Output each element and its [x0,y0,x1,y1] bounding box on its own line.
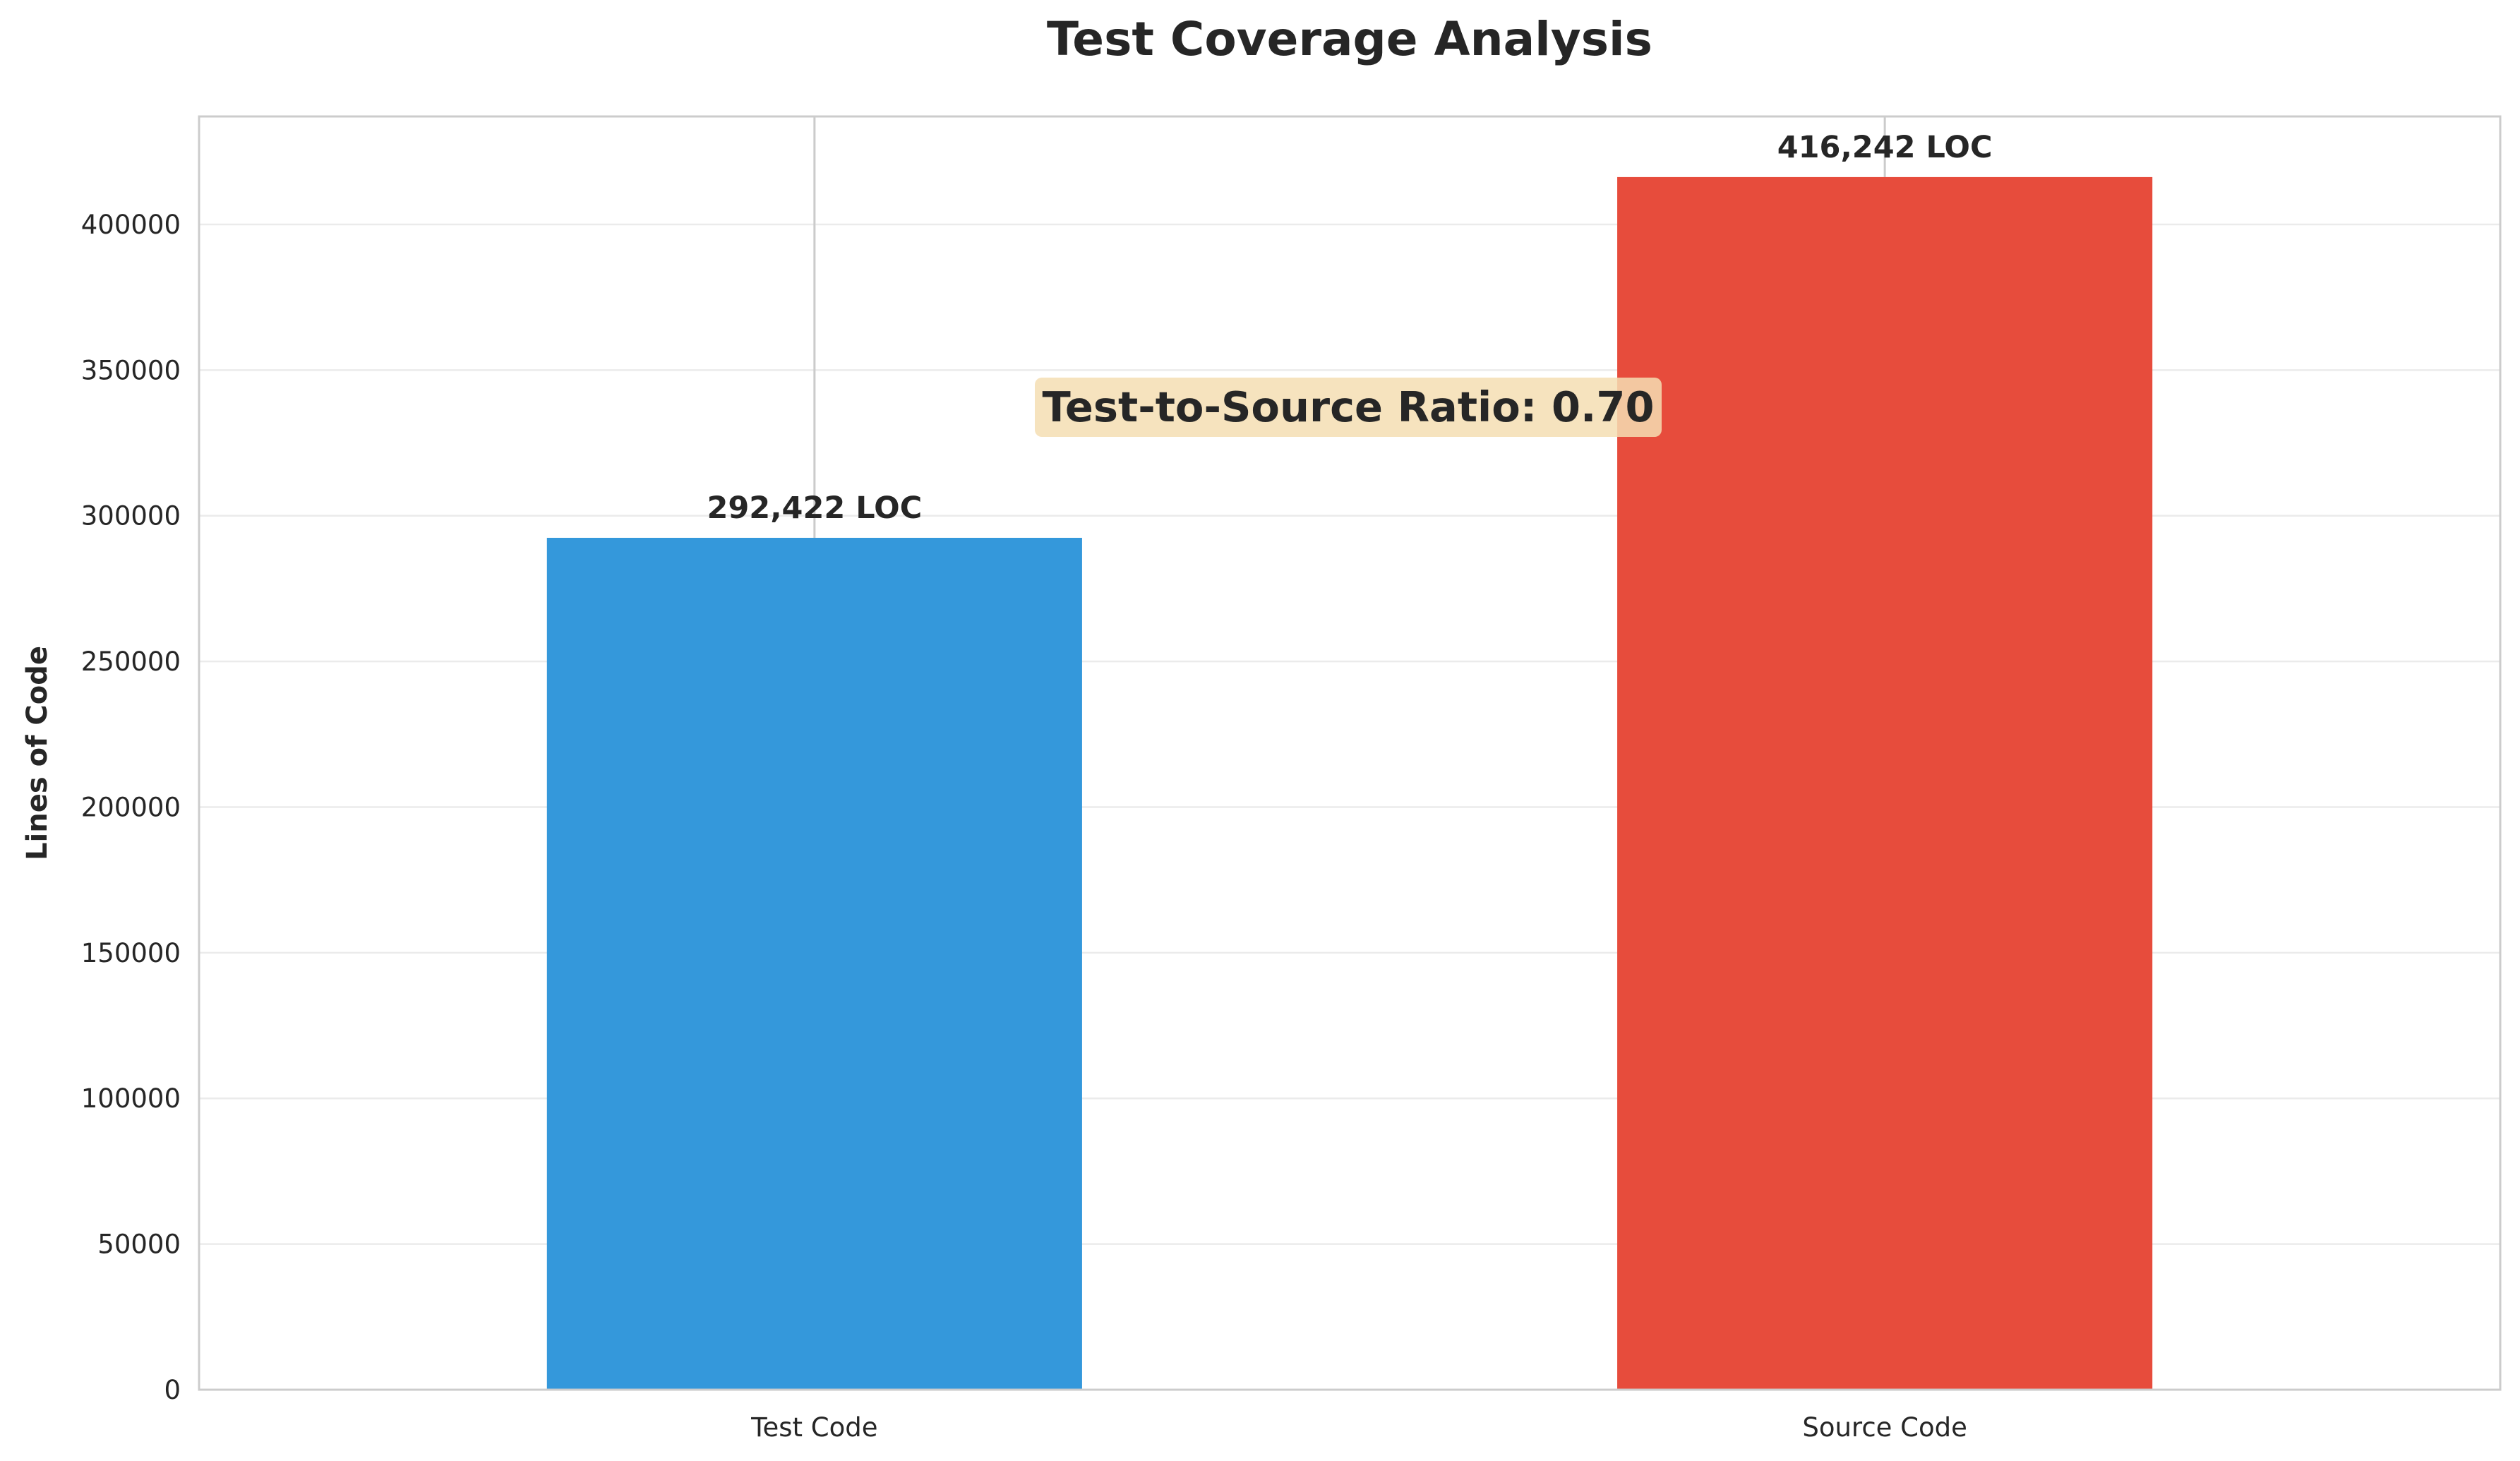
x-tick-label: Source Code [1802,1412,1967,1443]
x-axis-ticks: Test Code Source Code [750,1412,1967,1443]
y-tick-label: 350000 [81,355,181,385]
y-tick-label: 150000 [81,938,181,968]
bars [546,176,2153,1390]
bar-value-label: 292,422 LOC [707,491,922,526]
plot-frame [198,115,2502,1391]
chart-title: Test Coverage Analysis [1047,12,1652,66]
ratio-annotation: Test-to-Source Ratio: 0.70 [1035,378,1662,437]
y-axis-label: Lines of Code [21,646,54,860]
y-tick-label: 400000 [81,210,181,240]
bar-value-label: 416,242 LOC [1777,130,1993,165]
ratio-annotation-text: Test-to-Source Ratio: 0.70 [1042,383,1654,431]
y-tick-label: 250000 [81,647,181,677]
bar-test-code [546,537,1082,1390]
error-lines [813,116,1886,538]
bar-value-labels: 292,422 LOC 416,242 LOC [707,130,1992,526]
bar-source-code [1617,176,2153,1390]
y-tick-label: 0 [164,1375,181,1405]
y-tick-label: 100000 [81,1083,181,1114]
y-tick-label: 50000 [97,1229,181,1260]
y-tick-label: 300000 [81,501,181,531]
y-axis-ticks: 0 50000 100000 150000 200000 250000 300000 3500… [81,210,181,1405]
ratio-annotation-box [1035,378,1662,437]
x-tick-label: Test Code [750,1412,877,1443]
y-tick-label: 200000 [81,792,181,822]
